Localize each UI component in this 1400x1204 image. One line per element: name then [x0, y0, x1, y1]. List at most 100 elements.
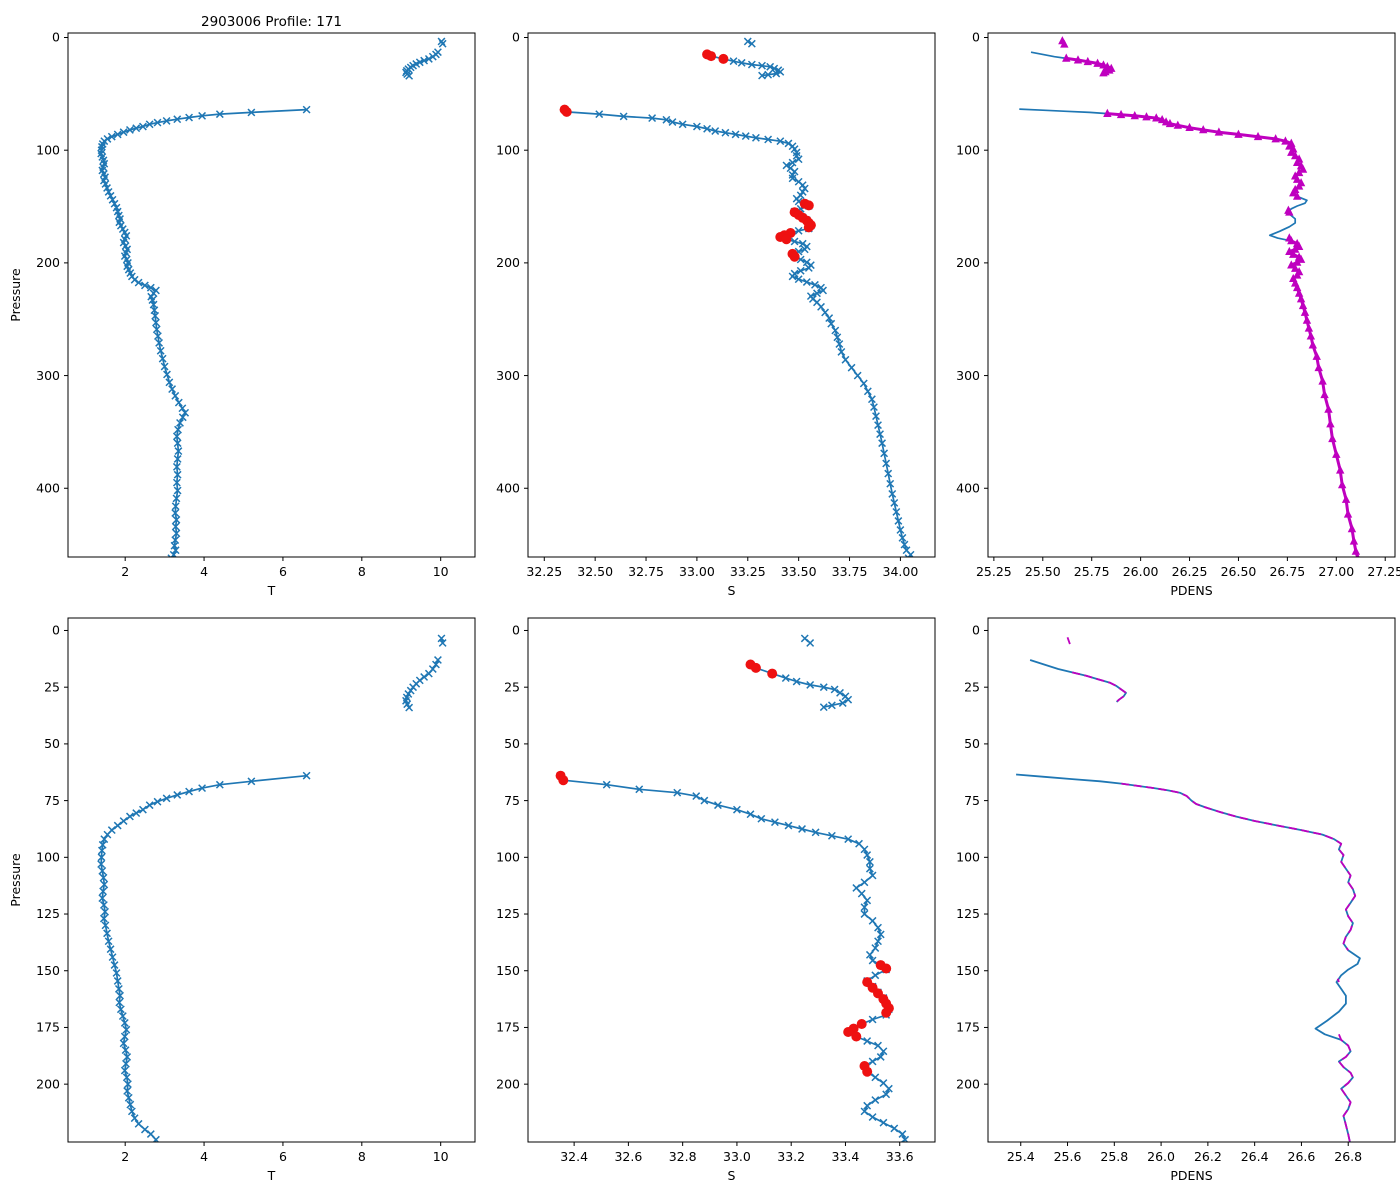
x-marker	[792, 677, 801, 686]
x-marker	[770, 64, 779, 73]
triangle-marker	[1336, 465, 1345, 474]
y-tick-label: 300	[956, 368, 980, 383]
flagged-point	[750, 662, 761, 673]
x-marker	[103, 929, 111, 938]
x-marker	[170, 541, 179, 550]
x-tick-label: 33.00	[679, 564, 715, 579]
x-marker	[104, 187, 113, 196]
y-tick-label: 0	[972, 623, 980, 638]
x-tick-label: 33.25	[730, 564, 766, 579]
x-marker	[405, 71, 414, 80]
x-marker	[868, 1015, 877, 1024]
x-marker	[751, 133, 760, 142]
x-marker	[863, 1037, 872, 1045]
flagged-point	[803, 222, 814, 233]
x-marker	[119, 817, 128, 825]
axes-frame	[987, 617, 1396, 1143]
x-marker	[865, 950, 874, 959]
x-marker	[800, 245, 809, 254]
x-marker	[121, 1046, 130, 1055]
x-marker	[405, 703, 414, 712]
triangle-marker	[1292, 157, 1302, 166]
y-tick-label: 0	[512, 30, 520, 45]
x-marker	[827, 831, 836, 840]
x-tick-label: 25.50	[1025, 564, 1061, 579]
x-tick-label: 26.75	[1269, 564, 1305, 579]
x-marker	[811, 280, 819, 289]
x-marker	[174, 425, 182, 434]
x-marker	[152, 325, 161, 334]
x-marker	[844, 695, 853, 704]
x-marker	[794, 155, 803, 164]
x-marker	[125, 125, 134, 134]
triangle-marker	[1130, 111, 1139, 120]
x-marker	[126, 1100, 135, 1109]
triangle-marker	[1355, 553, 1360, 557]
y-tick-label: 400	[956, 480, 980, 495]
x-marker	[876, 430, 884, 439]
y-tick-label: 0	[52, 30, 60, 45]
x-marker	[890, 1124, 899, 1133]
x-marker	[438, 639, 447, 647]
x-marker	[863, 1101, 872, 1110]
x-marker	[115, 998, 124, 1007]
x-tick-label: 26.6	[1288, 1149, 1316, 1164]
flagged-point	[718, 53, 729, 64]
x-marker	[635, 785, 644, 794]
x-marker	[788, 171, 797, 179]
x-marker	[904, 1181, 911, 1188]
x-marker	[886, 479, 895, 488]
x-marker	[106, 191, 115, 200]
x-tick-label: 33.0	[723, 1149, 751, 1164]
x-marker	[700, 796, 709, 805]
y-tick-label: 200	[36, 1076, 60, 1091]
triangle-marker	[1289, 249, 1298, 258]
x-tick-label: 25.25	[976, 564, 1012, 579]
x-marker	[802, 278, 811, 286]
flagged-point	[851, 1031, 862, 1042]
triangle-marker	[1318, 376, 1327, 385]
x-marker	[821, 308, 830, 317]
x-marker	[764, 70, 773, 79]
x-marker	[171, 391, 180, 400]
x-marker	[185, 787, 194, 796]
x-marker	[99, 873, 108, 882]
x-marker	[172, 462, 181, 471]
triangle-marker	[1173, 120, 1183, 129]
x-marker	[97, 860, 106, 869]
x-marker	[871, 1096, 880, 1104]
x-marker	[151, 1176, 158, 1183]
x-marker	[173, 486, 182, 495]
triangle-marker	[1300, 307, 1310, 316]
x-marker	[158, 354, 167, 363]
temperature-line	[100, 774, 307, 1142]
x-marker	[838, 699, 847, 707]
triangle-marker	[1294, 167, 1304, 177]
x-marker	[145, 120, 154, 129]
x-marker	[871, 1073, 880, 1082]
x-tick-label: 4	[200, 1149, 208, 1164]
x-marker	[860, 878, 869, 887]
x-axis-label: S	[728, 583, 736, 598]
x-tick-label: 25.8	[1100, 1149, 1128, 1164]
x-marker	[101, 921, 110, 930]
x-marker	[302, 105, 311, 114]
x-marker	[178, 404, 187, 413]
x-marker	[173, 439, 182, 448]
triangle-marker	[1332, 449, 1341, 458]
triangle-marker	[1292, 174, 1302, 183]
triangle-marker	[1324, 404, 1333, 413]
x-marker	[619, 112, 628, 121]
x-marker	[181, 408, 190, 417]
x-tick-label: 32.8	[669, 1149, 697, 1164]
x-marker	[101, 907, 110, 916]
x-marker	[247, 108, 256, 117]
x-marker	[764, 135, 773, 144]
triangle-marker	[1287, 236, 1296, 245]
x-marker	[156, 346, 165, 355]
x-marker	[162, 116, 171, 125]
x-marker	[134, 278, 143, 287]
x-marker	[776, 67, 785, 76]
x-marker	[906, 550, 915, 557]
x-marker	[692, 122, 701, 131]
